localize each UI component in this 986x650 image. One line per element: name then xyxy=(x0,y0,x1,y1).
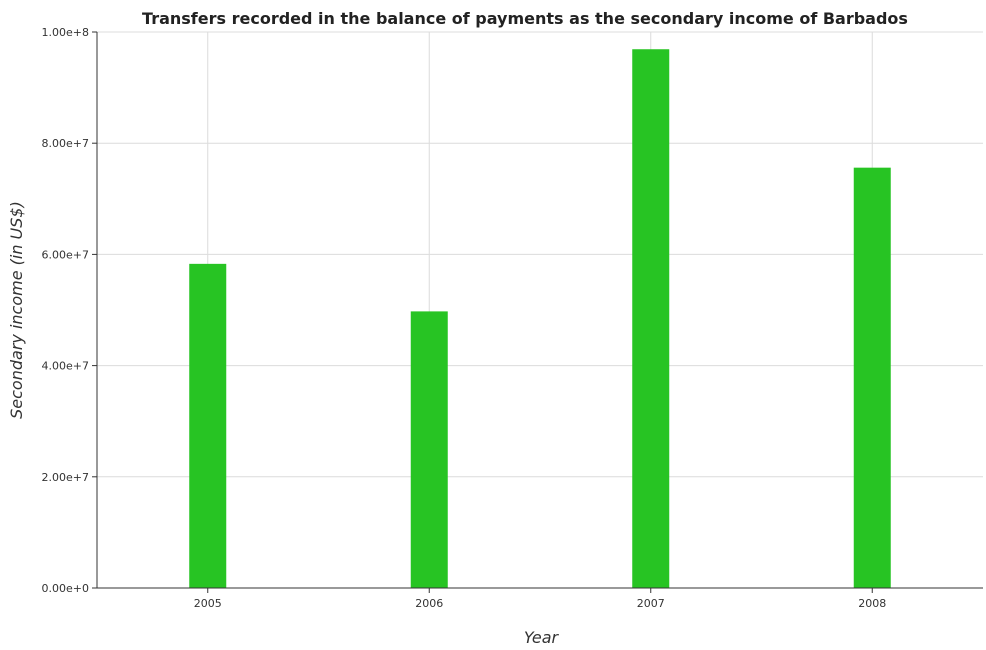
x-tick-label: 2005 xyxy=(194,597,222,610)
y-tick-label: 6.00e+7 xyxy=(42,248,89,261)
bar-2006 xyxy=(410,311,448,588)
tick-labels: 0.00e+0 2.00e+7 4.00e+7 6.00e+7 8.00e+7 1.00e… xyxy=(42,26,887,610)
bars xyxy=(189,49,891,588)
y-axis-label: Secondary income (in US$) xyxy=(7,201,26,419)
y-tick-label: 8.00e+7 xyxy=(42,137,89,150)
bar-2007 xyxy=(632,49,670,588)
axes xyxy=(92,31,983,593)
bar-2005 xyxy=(189,263,227,588)
x-axis-label: Year xyxy=(524,628,560,647)
chart-title: Transfers recorded in the balance of pay… xyxy=(142,9,908,28)
x-tick-label: 2008 xyxy=(858,597,886,610)
gridlines xyxy=(97,31,983,589)
x-tick-label: 2007 xyxy=(637,597,665,610)
x-tick-label: 2006 xyxy=(415,597,443,610)
bar-2008 xyxy=(853,167,891,588)
y-tick-label: 2.00e+7 xyxy=(42,471,89,484)
y-tick-label: 1.00e+8 xyxy=(42,26,89,39)
y-tick-label: 0.00e+0 xyxy=(42,582,89,595)
y-tick-label: 4.00e+7 xyxy=(42,360,89,373)
